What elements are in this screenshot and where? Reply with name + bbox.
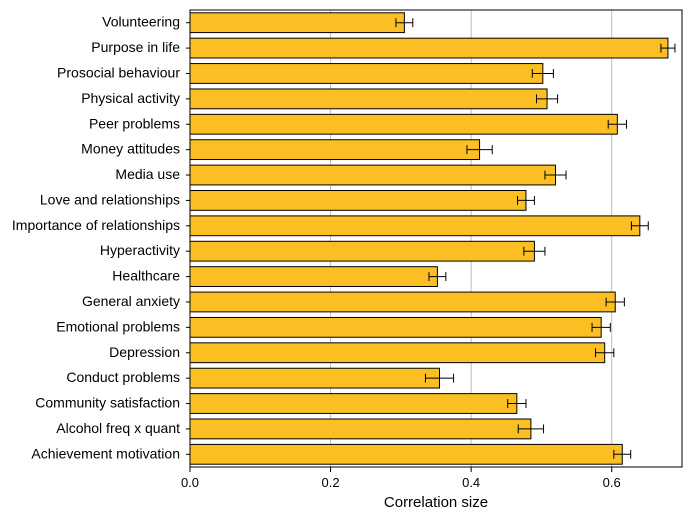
y-category-label: Physical activity bbox=[81, 90, 180, 106]
bar bbox=[190, 419, 531, 439]
x-axis-title: Correlation size bbox=[384, 494, 488, 511]
chart-container: 0.0 0.2 0.4 0.6 Volunteering Purpose in life P… bbox=[0, 0, 700, 515]
x-tick-label: 0.0 bbox=[181, 475, 199, 490]
bar bbox=[190, 292, 615, 312]
bar bbox=[190, 38, 668, 58]
y-category-label: Community satisfaction bbox=[35, 395, 180, 411]
bar bbox=[190, 165, 555, 185]
bar bbox=[190, 317, 601, 337]
bar bbox=[190, 13, 404, 33]
bar bbox=[190, 368, 440, 388]
bar bbox=[190, 267, 437, 287]
bar bbox=[190, 444, 622, 464]
y-category-label: Depression bbox=[109, 344, 180, 360]
x-tick-label: 0.2 bbox=[322, 475, 340, 490]
y-category-label: Alcohol freq x quant bbox=[56, 420, 180, 436]
y-category-label: Conduct problems bbox=[66, 369, 180, 385]
bar bbox=[190, 140, 480, 160]
y-category-label: General anxiety bbox=[82, 293, 180, 309]
y-category-label: Hyperactivity bbox=[100, 242, 180, 258]
bar bbox=[190, 191, 526, 211]
chart-svg: 0.0 0.2 0.4 0.6 Volunteering Purpose in life P… bbox=[0, 0, 700, 515]
y-category-label: Achievement motivation bbox=[31, 445, 180, 461]
bar bbox=[190, 64, 543, 84]
x-tick-label: 0.6 bbox=[603, 475, 621, 490]
bar bbox=[190, 89, 547, 109]
x-tick-label: 0.4 bbox=[462, 475, 480, 490]
bar bbox=[190, 241, 534, 261]
y-category-label: Peer problems bbox=[89, 115, 180, 131]
y-category-label: Purpose in life bbox=[91, 39, 180, 55]
bar bbox=[190, 216, 640, 236]
y-category-label: Media use bbox=[115, 166, 180, 182]
y-category-label: Importance of relationships bbox=[12, 217, 180, 233]
y-category-label: Emotional problems bbox=[56, 318, 180, 334]
bar bbox=[190, 343, 605, 363]
y-category-label: Volunteering bbox=[102, 14, 180, 30]
y-category-label: Love and relationships bbox=[40, 191, 180, 207]
bar bbox=[190, 394, 517, 414]
bar bbox=[190, 114, 617, 134]
y-category-label: Prosocial behaviour bbox=[57, 64, 180, 80]
y-category-label: Money attitudes bbox=[81, 141, 180, 157]
y-category-label: Healthcare bbox=[112, 268, 180, 284]
